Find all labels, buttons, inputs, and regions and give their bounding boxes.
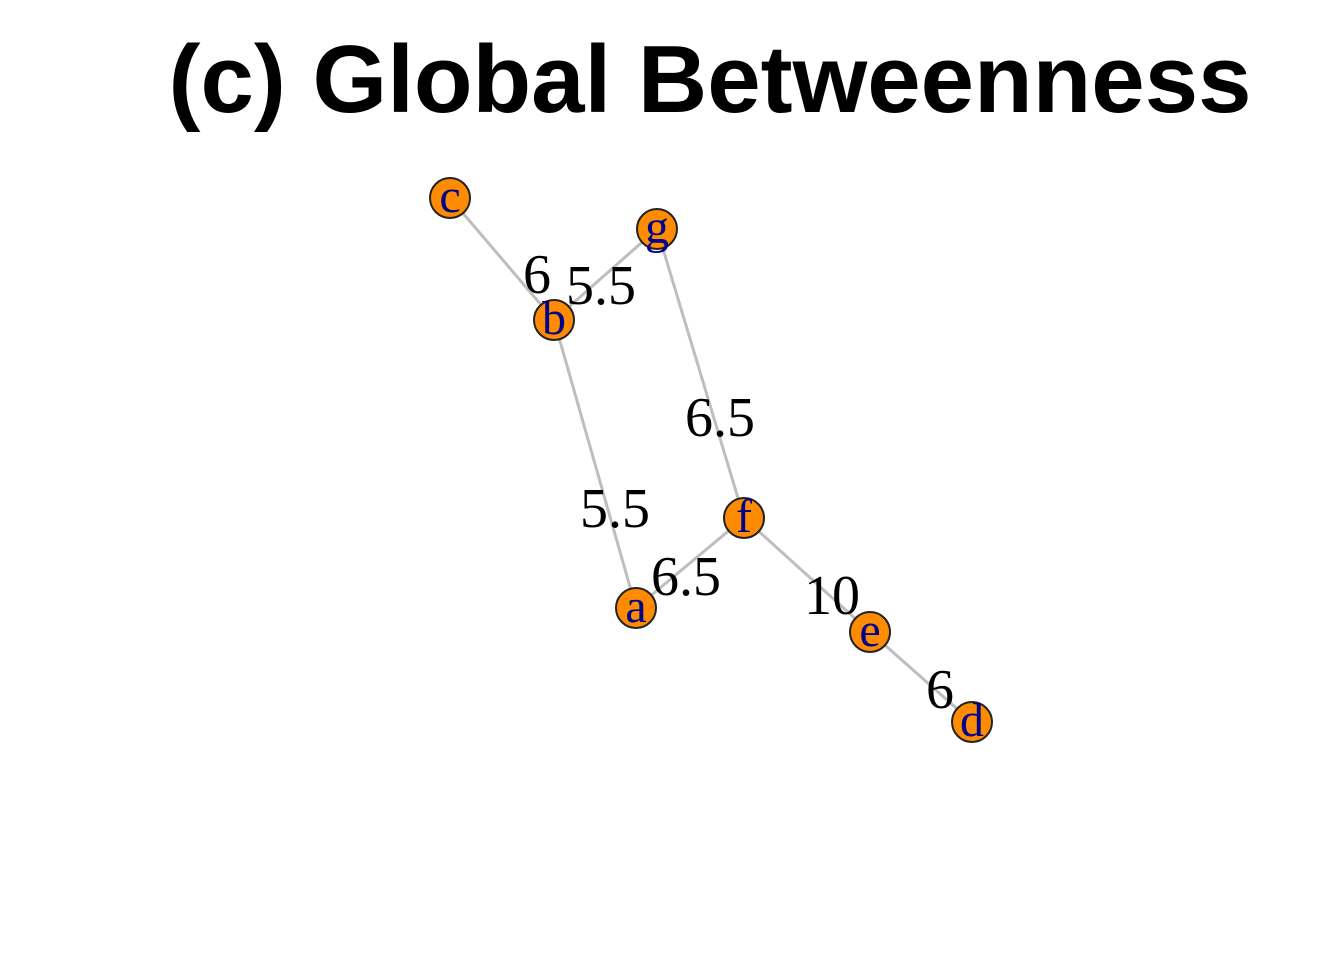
edge-label-e-d: 6 [926, 659, 954, 721]
edge-label-a-f: 6.5 [651, 546, 721, 608]
node-circle-b [533, 299, 575, 341]
node-g: g [636, 201, 678, 254]
edge-f-e [742, 516, 872, 634]
nodes-layer: a b c d e f g [429, 170, 993, 747]
edge-c-b [448, 196, 556, 322]
edge-labels-layer: 6 5.55.56.56.5 106 [523, 244, 954, 721]
edges-layer [448, 196, 974, 724]
node-label-d: d [960, 694, 984, 747]
node-a: a [615, 580, 657, 633]
node-label-a: a [625, 580, 646, 633]
node-label-e: e [859, 604, 880, 657]
node-e: e [849, 604, 891, 657]
edge-label-b-a: 5.5 [580, 478, 650, 540]
node-label-c: c [439, 170, 460, 223]
node-circle-f [723, 497, 765, 539]
edge-e-d [868, 630, 974, 724]
edge-label-b-g: 5.5 [566, 255, 636, 317]
node-circle-g [636, 208, 678, 250]
edge-label-c-b: 6 [523, 244, 551, 306]
edge-label-f-e: 10 [804, 565, 860, 627]
node-f: f [723, 490, 765, 543]
graph-title: (c) Global Betweenness [169, 26, 1252, 133]
edge-b-g [552, 227, 659, 322]
node-c: c [429, 170, 471, 223]
edge-label-g-f: 6.5 [685, 387, 755, 449]
node-label-g: g [645, 201, 669, 254]
node-b: b [533, 292, 575, 345]
node-label-b: b [542, 292, 566, 345]
node-circle-d [951, 701, 993, 743]
edge-a-f [634, 516, 746, 610]
edge-g-f [655, 227, 746, 520]
node-circle-c [429, 177, 471, 219]
node-label-f: f [736, 490, 752, 543]
node-circle-a [615, 587, 657, 629]
node-circle-e [849, 611, 891, 653]
node-d: d [951, 694, 993, 747]
edge-b-a [552, 318, 638, 610]
